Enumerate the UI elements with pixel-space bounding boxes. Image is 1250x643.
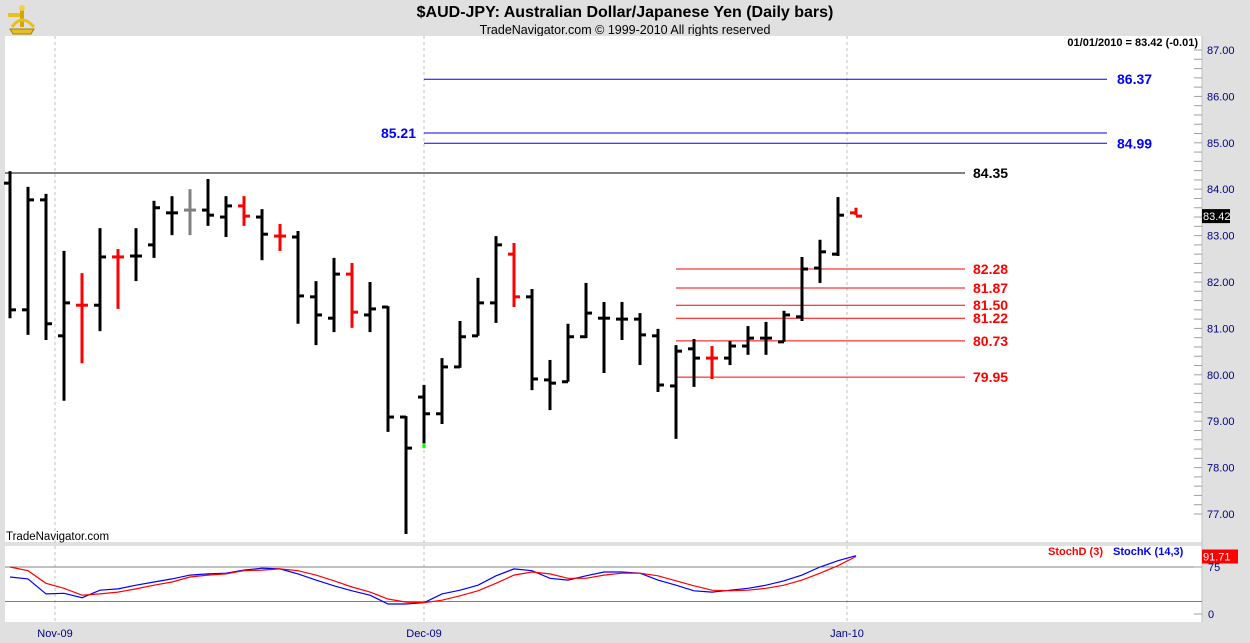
price-tick-label: 77.00 [1207,509,1235,521]
price-bars [4,171,862,534]
stoch-tick-label: 75 [1208,562,1220,574]
ohlc-bar [472,277,484,338]
ohlc-bar [4,171,16,319]
last-price-box [1202,209,1230,224]
ohlc-bar [670,345,682,439]
price-tick-label: 86.00 [1207,91,1235,103]
ohlc-bar [130,228,142,282]
date-tick-label: Nov-09 [37,628,72,640]
stochd-line [9,555,857,604]
ohlc-bar [364,282,376,333]
ohlc-bar [346,262,358,328]
ohlc-bar [526,288,538,391]
level-label: 81.22 [973,310,1008,326]
ohlc-bar [778,310,790,344]
ohlc-bar [652,328,664,392]
legend-stochk: StochK (14,3) [1113,546,1184,558]
ohlc-bar [382,305,394,432]
ohlc-bar [814,239,826,283]
ohlc-bar [112,249,124,309]
ohlc-bar [724,340,736,366]
stoch-last-value: 91.71 [1203,551,1231,563]
ohlc-bar [202,178,214,226]
ohlc-bar [616,301,628,340]
ohlc-bar [706,346,718,379]
ohlc-bar [796,256,808,321]
ohlc-bar [40,193,52,340]
level-label: 81.50 [973,297,1008,313]
ohlc-bar [688,339,700,387]
ohlc-bar [742,326,754,355]
price-axis[interactable]: 87.00 86.00 85.00 84.00 83.00 82.00 81.00 80.00… [1194,45,1235,521]
ohlc-bar [58,250,70,401]
ohlc-bar [76,273,88,364]
ohlc-bar [220,196,232,237]
ohlc-bar [148,200,160,258]
legend-stochd: StochD (3) [1048,546,1103,558]
sextant-icon [8,5,36,35]
ohlc-bar [850,207,862,218]
price-tick-label: 83.00 [1207,231,1235,243]
stoch-last-value-box [1202,549,1238,564]
copyright-subtitle: TradeNavigator.com © 1999-2010 All right… [480,23,771,37]
last-price-label: 83.42 [1203,211,1231,223]
ohlc-bar [184,189,196,236]
price-readout: 01/01/2010 = 83.42 (-0.01) [1067,37,1198,49]
price-tick-label: 78.00 [1207,463,1235,475]
ohlc-bar [328,257,340,333]
stochk-line [9,555,857,605]
ohlc-bar [292,230,304,324]
chart-title: $AUD-JPY: Australian Dollar/Japanese Yen… [417,4,834,21]
level-label: 85.21 [381,125,416,141]
ohlc-bar [238,196,250,226]
ohlc-bar [454,320,466,369]
price-tick-label: 81.00 [1207,323,1235,335]
date-tick-label: Dec-09 [406,628,441,640]
price-plot-area [5,36,1202,542]
ohlc-bar [256,209,268,261]
ohlc-bar [760,321,772,355]
date-tick-label: Jan-10 [830,628,864,640]
date-axis: Nov-09 Dec-09 Jan-10 [37,628,864,640]
level-label: 81.87 [973,280,1008,296]
ohlc-bar [598,301,610,373]
price-tick-label: 82.00 [1207,277,1235,289]
ohlc-bar [832,197,844,257]
ohlc-bar [310,281,322,346]
price-tick-label: 79.00 [1207,416,1235,428]
level-label: 84.99 [1117,135,1152,151]
level-label: 84.35 [973,165,1008,181]
ohlc-bar [562,323,574,384]
ohlc-bar [544,359,556,411]
price-tick-label: 85.00 [1207,138,1235,150]
level-label: 79.95 [973,369,1008,385]
watermark-text: TradeNavigator.com [6,531,109,543]
price-tick-label: 84.00 [1207,184,1235,196]
ohlc-bar [634,313,646,366]
price-tick-label: 87.00 [1207,45,1235,57]
ohlc-bar [94,228,106,332]
stochastic-plot-area [5,546,1202,622]
ohlc-bar [166,196,178,236]
stochastic-panel: 75 0 91.71 [5,549,1238,621]
date-gridlines [54,36,848,622]
level-label: 80.73 [973,333,1008,349]
green-marker [422,443,426,449]
ohlc-bar [274,224,286,251]
level-label: 86.37 [1117,71,1152,87]
ohlc-bar [418,385,430,449]
ohlc-bar [490,236,502,323]
stoch-tick-label: 0 [1208,609,1214,621]
ohlc-bar [22,186,34,335]
price-tick-label: 80.00 [1207,370,1235,382]
level-label: 82.28 [973,261,1008,277]
ohlc-bar [508,243,520,308]
ohlc-bar [436,358,448,424]
ohlc-bar [580,282,592,339]
ohlc-bar [400,415,412,534]
